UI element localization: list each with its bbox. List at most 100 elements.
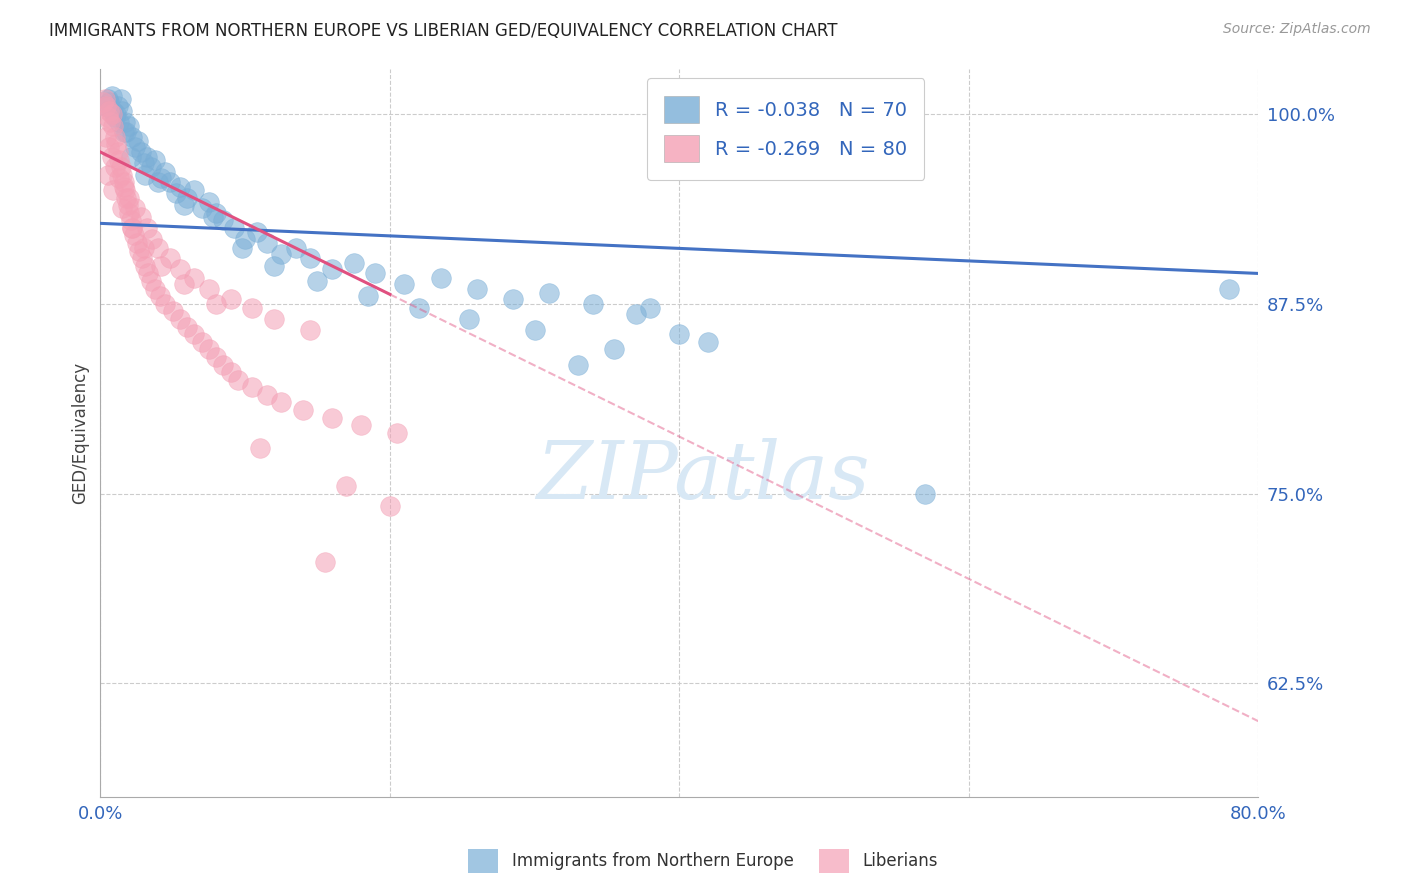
Point	[122, 228, 145, 243]
Point	[150, 170, 173, 185]
Point	[97, 92, 120, 106]
Point	[183, 327, 205, 342]
Point	[603, 343, 626, 357]
Point	[135, 221, 157, 235]
Point	[98, 103, 121, 118]
Point	[205, 205, 228, 219]
Point	[176, 190, 198, 204]
Point	[132, 155, 155, 169]
Point	[118, 205, 141, 219]
Point	[93, 92, 115, 106]
Point	[205, 350, 228, 364]
Point	[270, 246, 292, 260]
Point	[226, 373, 249, 387]
Point	[103, 103, 125, 118]
Point	[202, 211, 225, 225]
Point	[256, 236, 278, 251]
Point	[108, 153, 131, 167]
Point	[139, 160, 162, 174]
Point	[104, 110, 127, 124]
Point	[141, 231, 163, 245]
Point	[120, 150, 142, 164]
Point	[111, 168, 134, 182]
Point	[183, 271, 205, 285]
Point	[321, 410, 343, 425]
Point	[101, 88, 124, 103]
Point	[190, 201, 212, 215]
Point	[502, 292, 524, 306]
Point	[205, 297, 228, 311]
Point	[173, 198, 195, 212]
Point	[256, 388, 278, 402]
Point	[183, 183, 205, 197]
Point	[212, 358, 235, 372]
Point	[176, 319, 198, 334]
Point	[219, 292, 242, 306]
Point	[198, 343, 221, 357]
Point	[132, 241, 155, 255]
Point	[581, 297, 603, 311]
Point	[118, 119, 141, 133]
Point	[117, 198, 139, 212]
Point	[538, 286, 561, 301]
Point	[567, 358, 589, 372]
Point	[458, 312, 481, 326]
Point	[121, 221, 143, 235]
Point	[112, 175, 135, 189]
Point	[121, 129, 143, 144]
Point	[263, 312, 285, 326]
Point	[107, 145, 129, 159]
Point	[91, 95, 114, 109]
Point	[169, 261, 191, 276]
Point	[249, 441, 271, 455]
Point	[118, 190, 141, 204]
Point	[124, 201, 146, 215]
Point	[115, 190, 138, 204]
Point	[429, 271, 451, 285]
Point	[364, 267, 387, 281]
Legend: Immigrants from Northern Europe, Liberians: Immigrants from Northern Europe, Liberia…	[461, 842, 945, 880]
Point	[465, 282, 488, 296]
Point	[173, 277, 195, 291]
Point	[914, 486, 936, 500]
Point	[350, 418, 373, 433]
Point	[143, 282, 166, 296]
Point	[136, 267, 159, 281]
Point	[139, 274, 162, 288]
Point	[159, 175, 181, 189]
Point	[149, 289, 172, 303]
Point	[97, 168, 120, 182]
Point	[103, 183, 125, 197]
Point	[104, 160, 127, 174]
Point	[343, 256, 366, 270]
Y-axis label: GED/Equivalency: GED/Equivalency	[72, 362, 89, 504]
Point	[101, 150, 124, 164]
Point	[233, 231, 256, 245]
Point	[134, 168, 156, 182]
Point	[231, 241, 253, 255]
Point	[162, 304, 184, 318]
Point	[219, 365, 242, 379]
Point	[111, 103, 134, 118]
Point	[314, 555, 336, 569]
Point	[128, 244, 150, 258]
Point	[148, 175, 170, 189]
Point	[335, 479, 357, 493]
Point	[110, 160, 132, 174]
Point	[222, 221, 245, 235]
Point	[169, 312, 191, 326]
Point	[120, 213, 142, 227]
Point	[246, 226, 269, 240]
Point	[270, 395, 292, 409]
Point	[299, 252, 322, 266]
Point	[159, 252, 181, 266]
Point	[321, 261, 343, 276]
Point	[131, 252, 153, 266]
Point	[134, 259, 156, 273]
Point	[94, 129, 117, 144]
Point	[697, 334, 720, 349]
Point	[125, 236, 148, 251]
Point	[640, 301, 662, 316]
Point	[284, 241, 307, 255]
Point	[143, 153, 166, 167]
